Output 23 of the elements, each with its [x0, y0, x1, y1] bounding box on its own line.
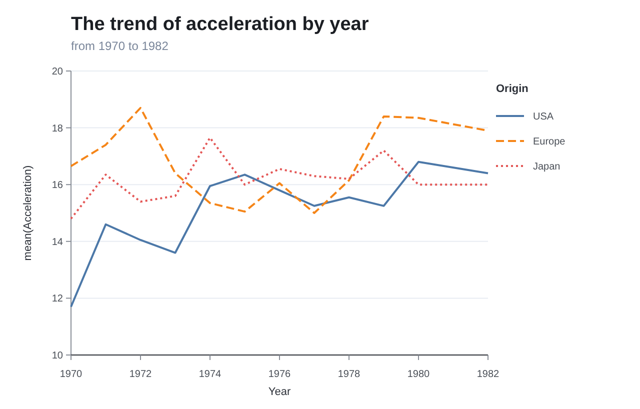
- y-tick-label: 12: [52, 294, 64, 305]
- x-tick-label: 1982: [476, 369, 500, 380]
- x-tick-label: 1976: [268, 369, 292, 380]
- legend-label: Europe: [533, 136, 566, 148]
- x-tick-label: 1978: [338, 369, 361, 380]
- chart-title: The trend of acceleration by year: [71, 14, 370, 35]
- y-tick-label: 10: [52, 350, 64, 362]
- legend-title: Origin: [496, 83, 529, 95]
- x-tick-label: 1980: [407, 369, 430, 380]
- x-tick-label: 1972: [129, 369, 152, 380]
- x-axis-title: Year: [268, 386, 291, 398]
- legend-label: Japan: [533, 162, 560, 172]
- x-tick-label: 1974: [198, 369, 222, 380]
- y-tick-label: 20: [52, 66, 64, 78]
- line-series: [70, 136, 489, 220]
- chart-subtitle: from 1970 to 1982: [71, 39, 169, 53]
- y-tick-label: 18: [52, 123, 64, 134]
- line-series: [70, 160, 489, 308]
- y-tick-label: 14: [52, 236, 64, 248]
- y-axis-title: mean(Acceleration): [22, 165, 34, 261]
- x-tick-label: 1970: [60, 369, 83, 380]
- y-tick-label: 16: [52, 180, 64, 192]
- legend-label: USA: [533, 112, 554, 122]
